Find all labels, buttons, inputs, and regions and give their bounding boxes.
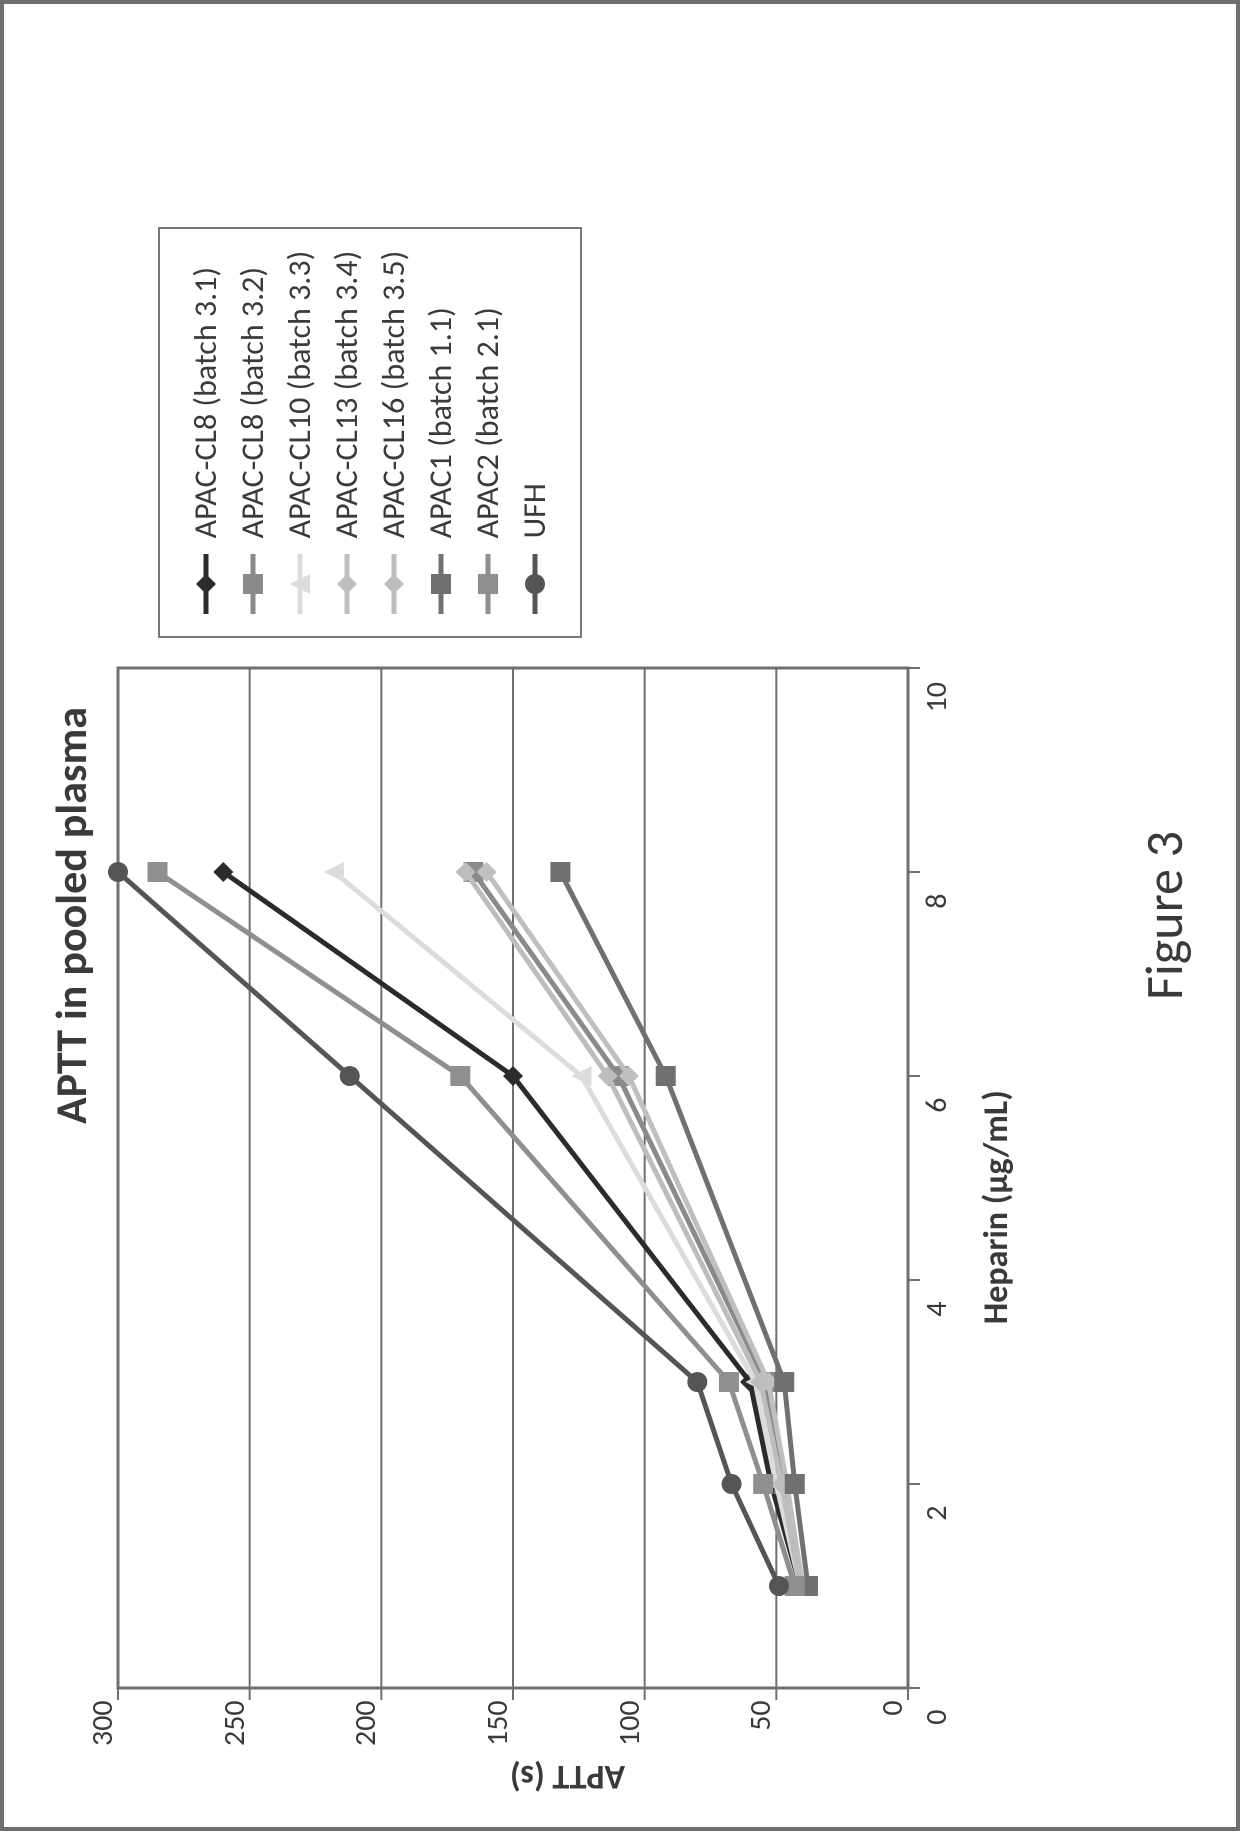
legend-swatch-icon [426,554,456,614]
legend-swatch-icon [238,554,268,614]
legend-item: APAC-CL16 (batch 3.5) [374,251,413,615]
legend-swatch-icon [520,554,550,614]
legend-swatch-icon [285,554,315,614]
legend-label: APAC-CL16 (batch 3.5) [374,251,413,539]
legend-item: APAC-CL8 (batch 3.2) [233,251,272,615]
legend-label: APAC-CL13 (batch 3.4) [327,251,366,539]
legend-label: APAC-CL8 (batch 3.1) [186,267,225,538]
legend-item: APAC-CL8 (batch 3.1) [186,251,225,615]
legend-item: UFH [515,251,554,615]
y-axis-label: APTT (s) [510,1756,625,1797]
legend-label: UFH [515,483,554,538]
figure-caption: Figure 3 [1132,4,1196,1827]
x-tick: 6 [918,1085,955,1125]
x-tick: 0 [918,1697,955,1737]
x-tick: 8 [918,881,955,921]
chart-title: APTT in pooled plasma [44,34,98,1797]
legend-swatch-icon [191,554,221,614]
chart-legend: APAC-CL8 (batch 3.1)APAC-CL8 (batch 3.2)… [158,227,582,639]
legend-item: APAC-CL10 (batch 3.3) [280,251,319,615]
legend-label: APAC-CL10 (batch 3.3) [280,251,319,539]
x-axis-label: Heparin (μg/mL) [976,1090,1017,1324]
x-tick: 10 [918,677,955,717]
legend-item: APAC2 (batch 2.1) [468,251,507,615]
legend-swatch-icon [379,554,409,614]
legend-item: APAC1 (batch 1.1) [421,251,460,615]
legend-label: APAC-CL8 (batch 3.2) [233,267,272,538]
legend-label: APAC1 (batch 1.1) [421,307,460,538]
x-tick: 4 [918,1289,955,1329]
x-tick-labels: 0246810 [908,697,958,1717]
legend-swatch-icon [332,554,362,614]
legend-swatch-icon [473,554,503,614]
figure-panel: APTT in pooled plasma APTT (s) 300250200… [0,0,1240,1831]
x-tick: 2 [918,1493,955,1533]
legend-item: APAC-CL13 (batch 3.4) [327,251,366,615]
legend-label: APAC2 (batch 2.1) [468,307,507,538]
line-chart-plot-area [118,668,908,1688]
